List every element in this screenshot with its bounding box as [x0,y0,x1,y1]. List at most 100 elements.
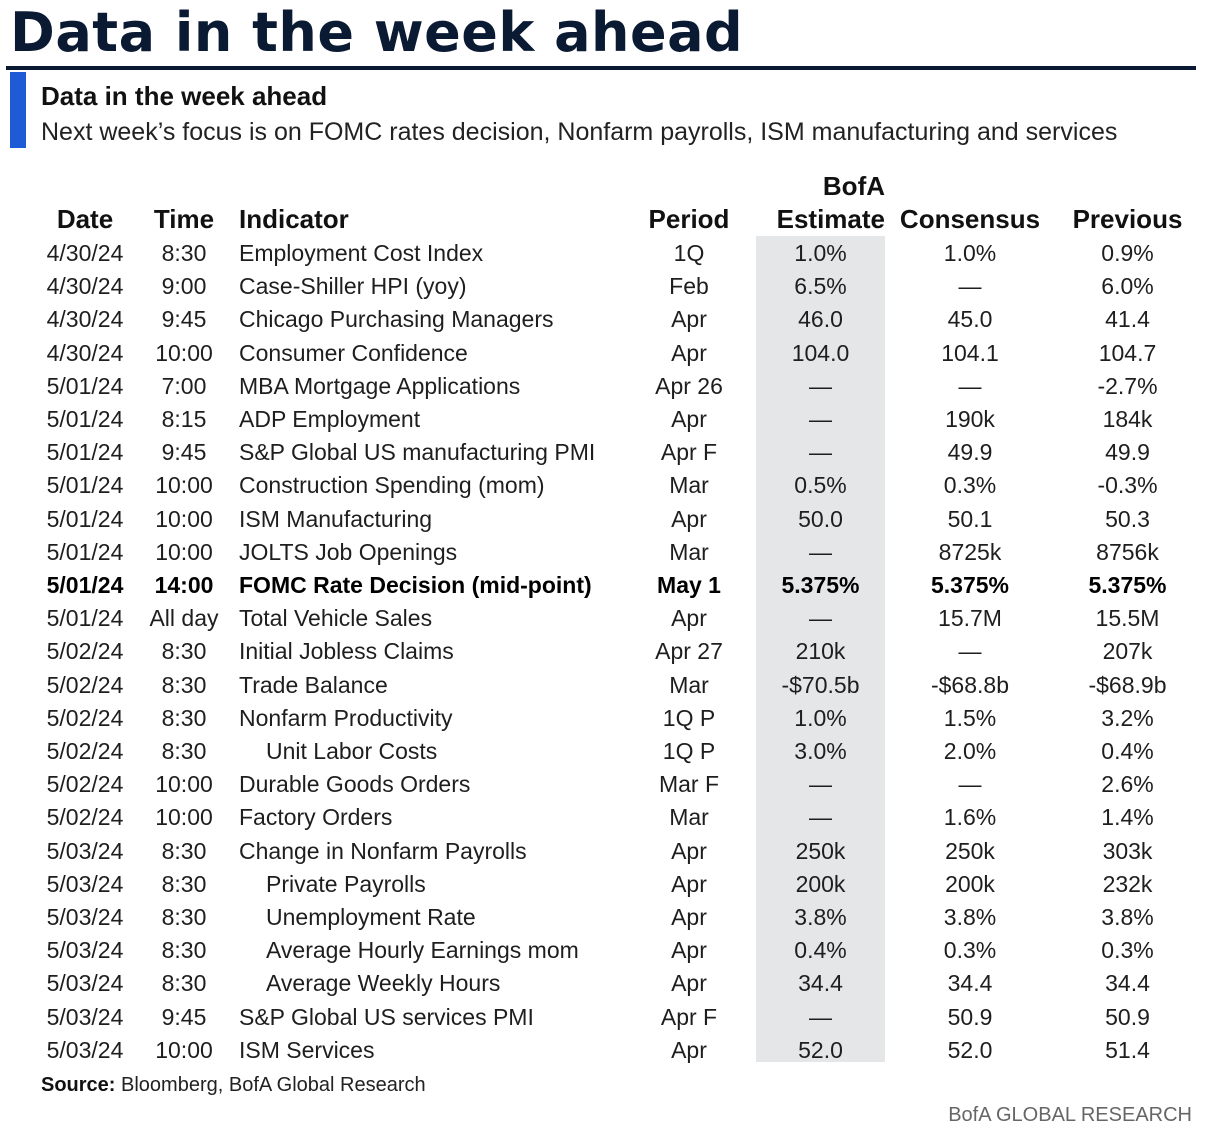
table-row: 4/30/24 9:45 Chicago Purchasing Managers Ap… [0,303,1208,336]
cell-indicator: Employment Cost Index [239,240,484,266]
table-row: 5/01/24 10:00 Construction Spending (mom) M… [0,469,1208,502]
cell-period: Apr [671,904,707,930]
cell-time: 8:30 [161,837,207,864]
cell-estimate: — [809,406,832,432]
cell-indicator: ISM Services [239,1036,375,1063]
cell-time: 8:30 [161,738,207,764]
table-row: 5/03/24 9:45 S&P Global US services PMI Apr… [0,1001,1208,1034]
cell-previous: 51.4 [1105,1036,1150,1063]
cell-period: Apr [671,870,707,897]
cell-indicator: Unemployment Rate [266,904,476,930]
cell-period: Apr 26 [655,372,723,399]
cell-estimate: 1.0% [794,240,847,266]
cell-date: 5/01/24 [46,439,124,466]
cell-time: All day [149,605,219,632]
cell-estimate: 50.0 [798,505,843,532]
cell-date: 5/01/24 [46,572,124,598]
cell-period: Apr [671,339,707,366]
cell-time: 8:30 [161,904,207,930]
cell-date: 5/01/24 [46,472,124,499]
cell-period: Apr [671,937,707,964]
cell-period: May 1 [657,572,721,598]
cell-date: 5/01/24 [46,605,124,632]
cell-period: Mar [669,538,709,565]
cell-consensus: 15.7M [938,605,1002,632]
header-period: Period [648,204,730,234]
cell-consensus: 104.1 [941,339,999,366]
cell-indicator: Factory Orders [239,804,393,831]
page-heading: Data in the week ahead [10,1,744,64]
exhibit-title: Data in the week ahead [41,81,328,111]
cell-date: 5/03/24 [46,1003,124,1030]
cell-consensus: 45.0 [947,306,993,333]
cell-time: 7:00 [161,372,207,399]
cell-estimate: 34.4 [798,970,843,997]
cell-indicator: Trade Balance [239,671,388,698]
table-row: 5/01/24 14:00 FOMC Rate Decision (mid-poin… [0,569,1208,602]
cell-consensus: — [958,771,982,798]
cell-indicator: Case-Shiller HPI (yoy) [239,273,467,300]
cell-consensus: 52.0 [947,1036,993,1063]
cell-estimate: 5.375% [781,572,860,598]
cell-previous: 0.3% [1101,937,1154,964]
source-text: Bloomberg, BofA Global Research [115,1074,426,1096]
cell-indicator: Chicago Purchasing Managers [239,306,554,333]
cell-period: Feb [669,273,709,300]
cell-previous: 8756k [1096,538,1159,565]
cell-date: 4/30/24 [46,273,124,300]
cell-previous: -0.3% [1097,472,1158,499]
table-row: 4/30/24 10:00 Consumer Confidence Apr 104.0 1… [0,337,1208,370]
header-estimate: BofA Estimate [756,168,885,236]
cell-period: Apr [671,306,707,333]
heading-rule [6,66,1196,70]
cell-period: Apr [671,970,707,997]
cell-period: Apr F [660,1003,718,1030]
cell-date: 5/03/24 [46,937,124,964]
cell-date: 5/03/24 [46,1036,124,1063]
cell-time: 10:00 [155,505,213,532]
cell-date: 5/02/24 [46,638,124,665]
cell-previous: 6.0% [1101,273,1154,300]
cell-previous: 49.9 [1105,439,1150,466]
cell-date: 5/01/24 [46,538,124,565]
cell-previous: 34.4 [1105,970,1150,997]
table-row: 5/03/24 8:30 Unemployment Rate Apr 3.8% 3.8% 3… [0,901,1208,934]
cell-estimate: — [809,605,832,632]
cell-period: Apr [671,837,707,864]
cell-indicator: Average Hourly Earnings mom [266,937,579,964]
header-estimate-line2: Estimate [776,204,885,234]
cell-period: Mar [669,671,709,698]
table-row: 5/03/24 8:30 Private Payrolls Apr 200k 200k 23… [0,868,1208,901]
cell-date: 5/02/24 [46,771,124,798]
cell-indicator: Private Payrolls [266,870,426,897]
cell-indicator: S&P Global US manufacturing PMI [239,439,596,466]
header-previous: Previous [1072,204,1183,234]
cell-estimate: 200k [795,870,846,897]
cell-consensus: 190k [945,406,995,432]
table-row: 5/03/24 8:30 Average Hourly Earnings mom Ap… [0,934,1208,967]
cell-indicator: ADP Employment [239,406,421,432]
table-header: Date Time Indicator Period BofA Estimate… [0,168,1208,236]
table-row: 5/02/24 8:30 Nonfarm Productivity 1Q P 1.0% 1… [0,702,1208,735]
cell-previous: 0.9% [1101,240,1154,266]
cell-date: 5/02/24 [46,704,124,731]
cell-period: 1Q P [662,704,716,731]
cell-time: 8:30 [161,638,207,665]
cell-time: 8:30 [161,704,207,731]
cell-indicator: MBA Mortgage Applications [239,372,521,399]
table-row: 5/01/24 7:00 MBA Mortgage Applications Apr … [0,370,1208,403]
cell-date: 5/01/24 [46,505,124,532]
cell-period: Apr [671,406,707,432]
source-note: Source: Bloomberg, BofA Global Research [41,1074,426,1097]
accent-bar [10,72,26,148]
table-row: 5/02/24 8:30 Initial Jobless Claims Apr 27 2… [0,635,1208,668]
cell-consensus: 0.3% [943,472,997,499]
table-row: 5/02/24 8:30 Unit Labor Costs 1Q P 3.0% 2.0% 0… [0,735,1208,768]
cell-estimate: — [809,771,832,798]
cell-time: 9:45 [161,1003,207,1030]
cell-date: 4/30/24 [46,306,124,333]
cell-consensus: 34.4 [947,970,993,997]
table-row: 5/01/24 All day Total Vehicle Sales Apr — 15.… [0,602,1208,635]
cell-consensus: 1.5% [943,704,997,731]
cell-time: 9:45 [161,306,207,333]
